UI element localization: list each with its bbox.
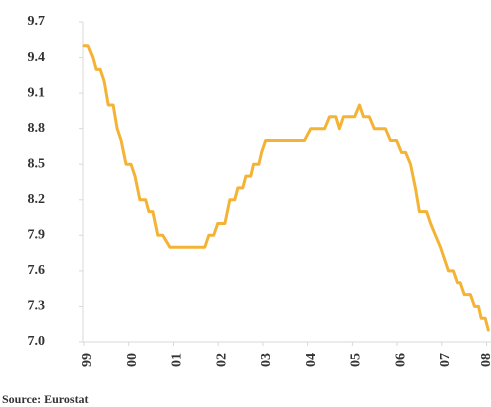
y-tick-label: 7.9	[28, 228, 46, 243]
y-tick-label: 9.7	[28, 14, 46, 29]
x-tick-label: 06	[393, 353, 408, 367]
x-tick-label: 01	[170, 353, 185, 367]
x-tick-label: 07	[438, 353, 453, 367]
x-tick-label: 99	[80, 353, 95, 367]
x-tick-label: 04	[304, 353, 319, 367]
y-tick-label: 8.5	[28, 156, 46, 171]
y-tick-label: 7.0	[28, 334, 46, 349]
y-tick-label: 9.1	[28, 85, 46, 100]
x-tick-label: 02	[214, 353, 229, 367]
x-tick-label: 03	[259, 353, 274, 367]
y-tick-label: 7.6	[28, 263, 46, 278]
source-note: Source: Eurostat	[2, 392, 89, 406]
data-line	[82, 44, 490, 332]
x-tick-label: 00	[125, 353, 140, 367]
y-tick-label: 8.2	[28, 192, 46, 207]
x-tick-label: 08	[479, 353, 491, 367]
y-tick-label: 9.4	[28, 50, 46, 65]
y-tick-label: 7.3	[28, 299, 46, 314]
y-tick-label: 8.8	[28, 121, 46, 136]
x-tick-label: 05	[349, 353, 364, 367]
